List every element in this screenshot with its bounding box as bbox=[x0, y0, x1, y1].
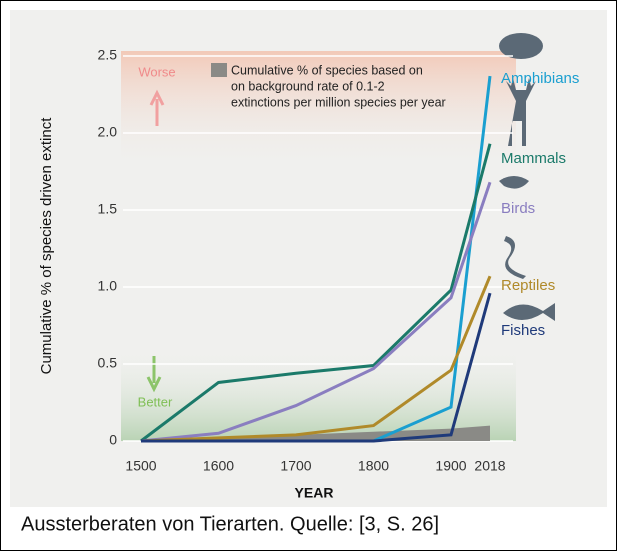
x-tick-label: 1700 bbox=[280, 458, 311, 474]
y-tick-label: 1.0 bbox=[98, 278, 118, 294]
worse-band bbox=[121, 51, 516, 171]
bird-icon bbox=[499, 176, 529, 189]
series-label: Fishes bbox=[501, 322, 545, 339]
icons bbox=[499, 33, 555, 321]
frog-icon bbox=[499, 33, 543, 59]
bg-legend-3: extinctions per million species per year bbox=[231, 95, 446, 109]
lizard-icon bbox=[504, 236, 526, 279]
x-axis-label: YEAR bbox=[295, 485, 334, 501]
better-label: Better bbox=[138, 394, 173, 409]
y-tick-label: 2.0 bbox=[98, 124, 118, 140]
series-line bbox=[140, 143, 492, 443]
x-tick-label: 1600 bbox=[203, 458, 234, 474]
series-line bbox=[140, 181, 492, 443]
y-tick-label: 0 bbox=[109, 432, 117, 448]
background-area bbox=[141, 425, 490, 441]
bg-legend-2: on background rate of 0.1-2 bbox=[231, 79, 385, 93]
x-tick-label: 1900 bbox=[435, 458, 466, 474]
worse-label: Worse bbox=[138, 64, 175, 79]
series-line bbox=[140, 275, 492, 443]
y-tick-label: 1.5 bbox=[98, 201, 118, 217]
deer-icon bbox=[506, 78, 536, 146]
x-tick-label: 1500 bbox=[125, 458, 156, 474]
series-label: Amphibians bbox=[501, 70, 579, 87]
y-tick-label: 2.5 bbox=[98, 47, 118, 63]
series-label: Reptiles bbox=[501, 277, 555, 294]
fish-icon bbox=[503, 303, 555, 321]
y-axis-label: Cumulative % of species driven extinct bbox=[38, 117, 55, 375]
bg-legend-swatch bbox=[211, 63, 227, 77]
caption: Aussterberaten von Tierarten. Quelle: [3… bbox=[21, 513, 439, 535]
bg-legend-1: Cumulative % of species based on bbox=[231, 63, 423, 77]
better-arrow bbox=[146, 356, 162, 393]
worse-arrow bbox=[149, 89, 165, 126]
x-tick-label: 1800 bbox=[358, 458, 389, 474]
series-label: Mammals bbox=[501, 150, 566, 167]
series-line bbox=[141, 292, 492, 443]
series-label: Birds bbox=[501, 200, 535, 217]
x-tick-label: 2018 bbox=[474, 458, 505, 474]
y-tick-label: 0.5 bbox=[98, 355, 118, 371]
